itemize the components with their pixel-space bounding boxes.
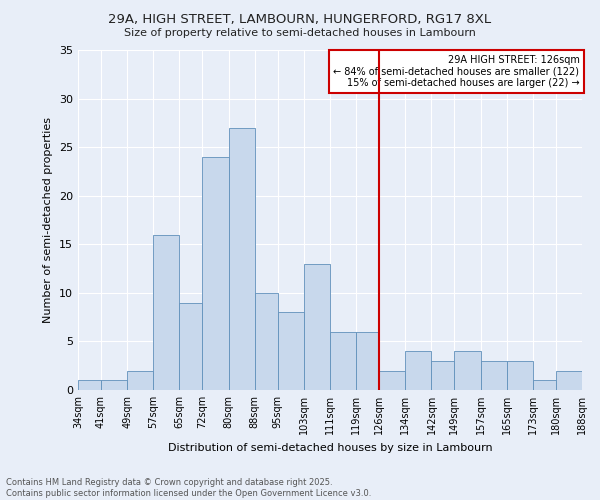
Bar xyxy=(78,380,101,390)
X-axis label: Distribution of semi-detached houses by size in Lambourn: Distribution of semi-detached houses by … xyxy=(167,442,493,452)
Bar xyxy=(454,351,481,390)
Bar xyxy=(127,370,153,390)
Text: 29A HIGH STREET: 126sqm
← 84% of semi-detached houses are smaller (122)
15% of s: 29A HIGH STREET: 126sqm ← 84% of semi-de… xyxy=(334,55,580,88)
Bar xyxy=(356,332,379,390)
Bar xyxy=(379,370,405,390)
Bar xyxy=(229,128,255,390)
Bar xyxy=(533,380,556,390)
Bar xyxy=(101,380,127,390)
Text: Size of property relative to semi-detached houses in Lambourn: Size of property relative to semi-detach… xyxy=(124,28,476,38)
Bar xyxy=(507,361,533,390)
Bar xyxy=(153,234,179,390)
Bar xyxy=(255,293,278,390)
Bar xyxy=(330,332,356,390)
Bar xyxy=(556,370,582,390)
Y-axis label: Number of semi-detached properties: Number of semi-detached properties xyxy=(43,117,53,323)
Text: Contains HM Land Registry data © Crown copyright and database right 2025.
Contai: Contains HM Land Registry data © Crown c… xyxy=(6,478,371,498)
Bar xyxy=(278,312,304,390)
Text: 29A, HIGH STREET, LAMBOURN, HUNGERFORD, RG17 8XL: 29A, HIGH STREET, LAMBOURN, HUNGERFORD, … xyxy=(109,12,491,26)
Bar xyxy=(304,264,330,390)
Bar xyxy=(202,157,229,390)
Bar xyxy=(481,361,507,390)
Bar xyxy=(405,351,431,390)
Bar xyxy=(431,361,454,390)
Bar xyxy=(179,302,202,390)
